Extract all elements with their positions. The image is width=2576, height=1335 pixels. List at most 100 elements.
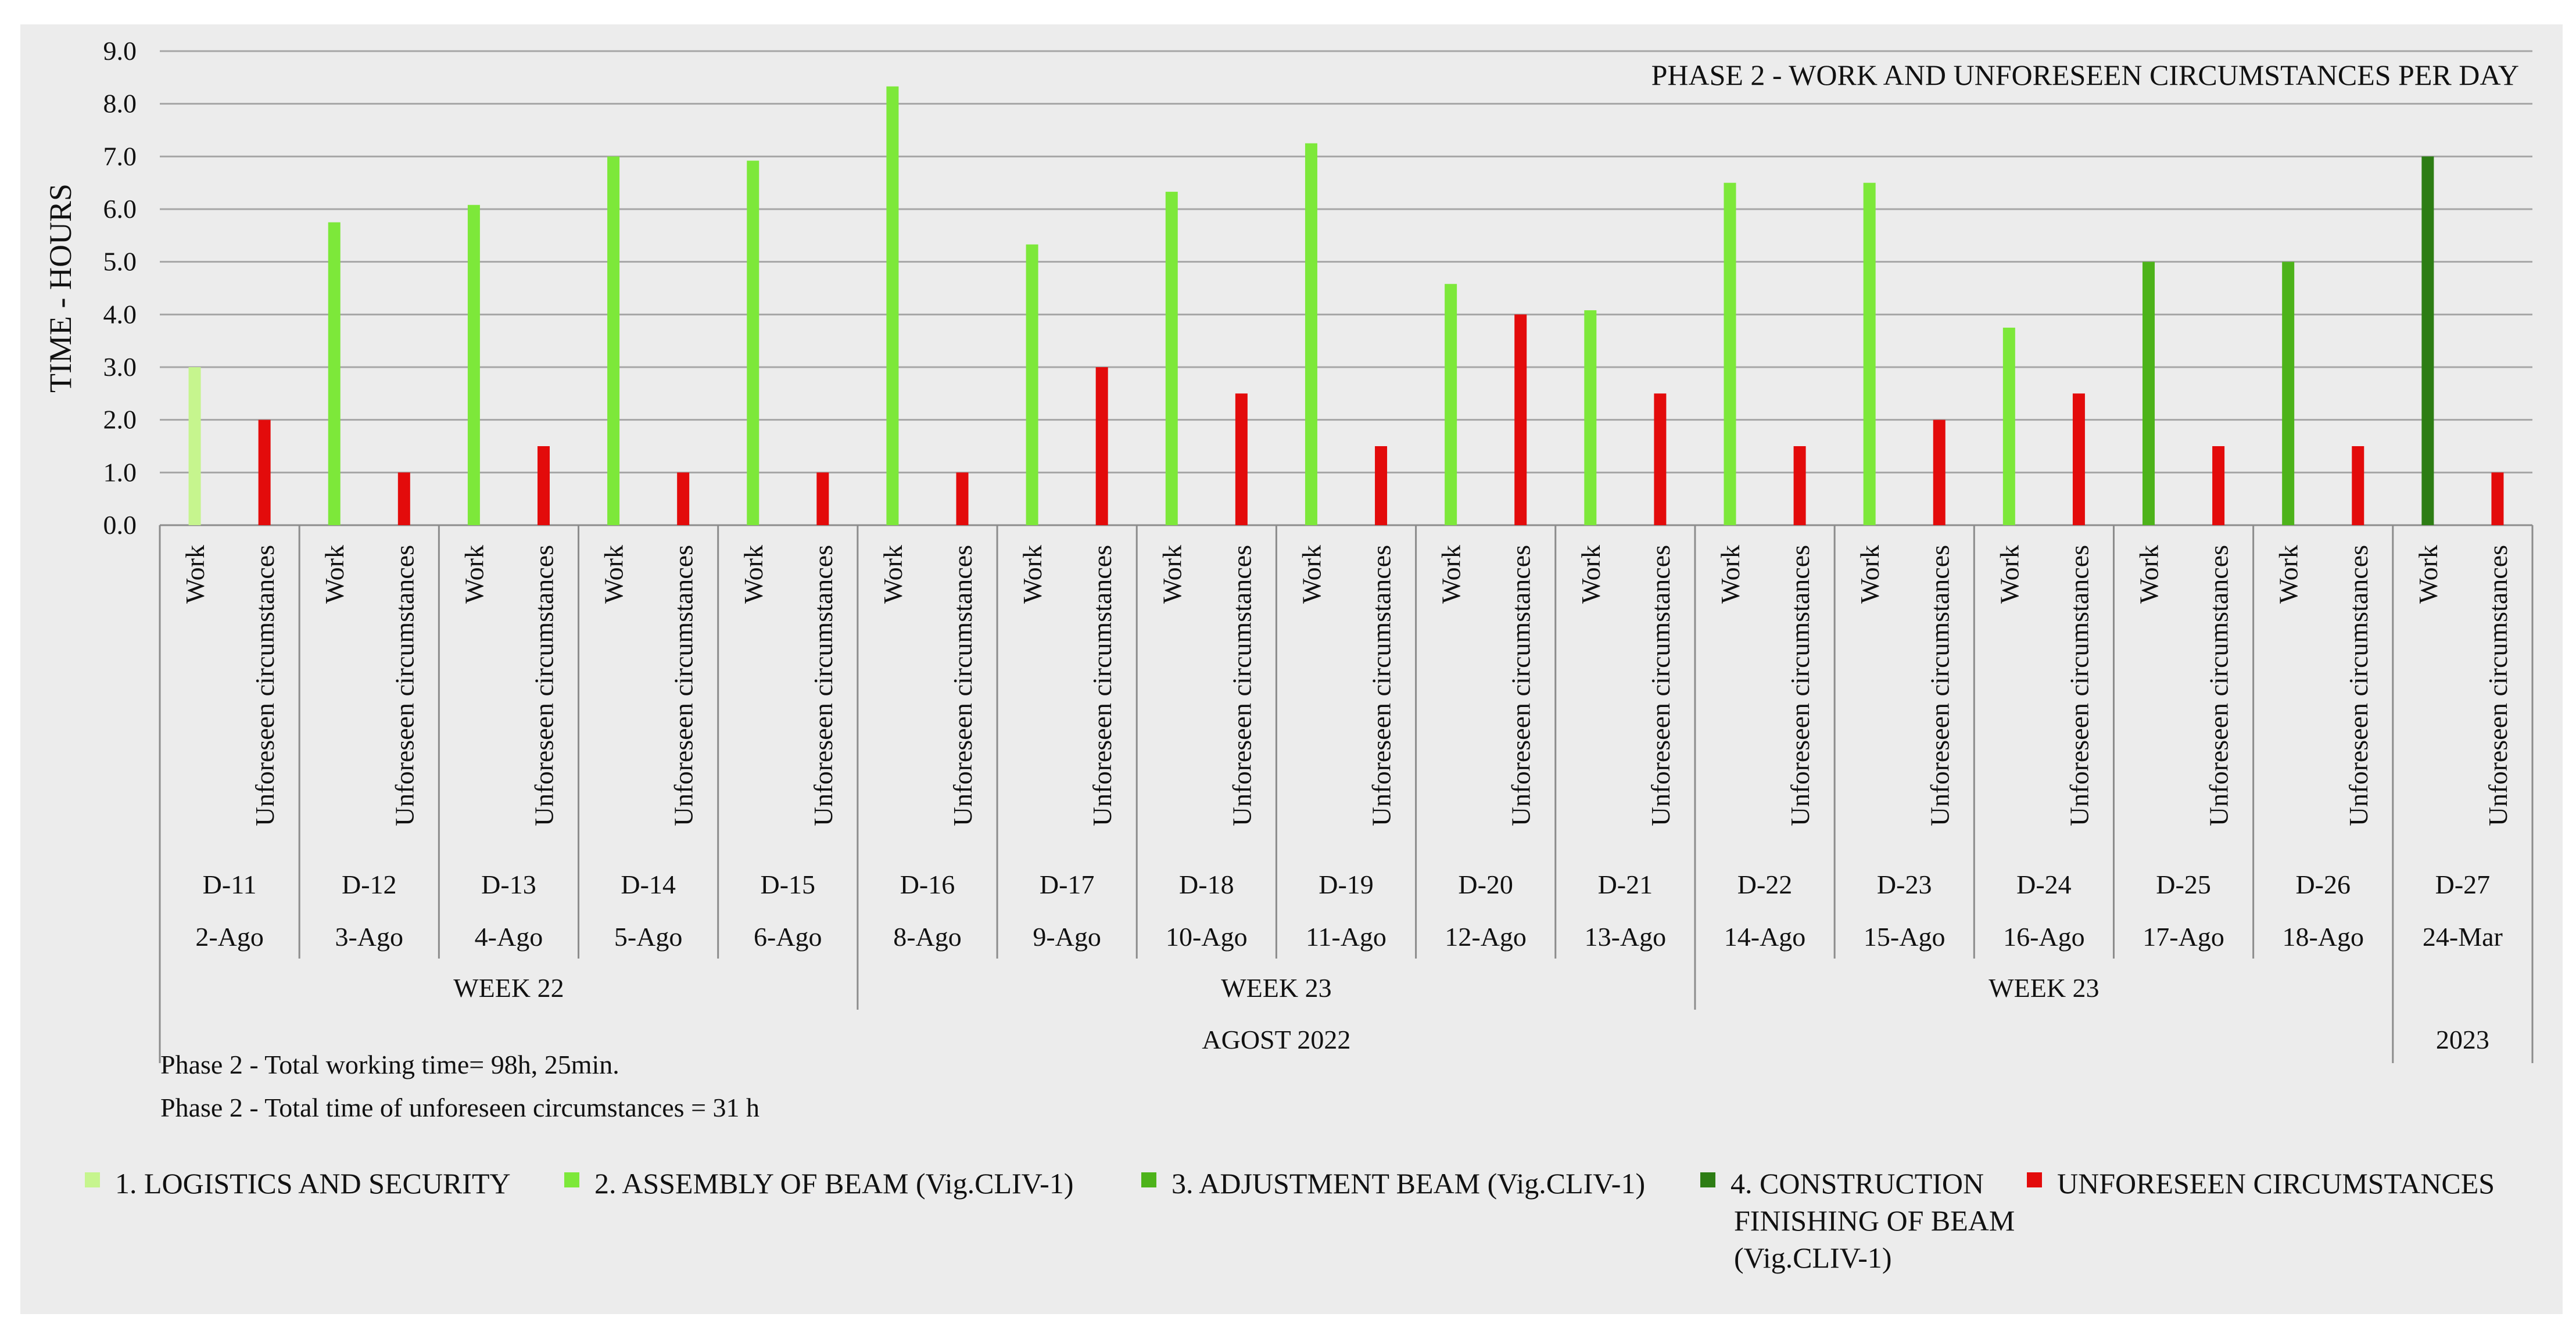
unforeseen-bar [1235,393,1248,525]
bar-label-unforeseen: Unforeseen circumstances [389,545,419,826]
day-label: D-17 [1040,870,1095,899]
date-label: 12-Ago [1445,922,1527,952]
legend-label: 2. ASSEMBLY OF BEAM (Vig.CLIV-1) [594,1167,1074,1200]
date-label: 8-Ago [893,922,962,952]
day-label: D-22 [1737,870,1793,899]
bar-label-unforeseen: Unforeseen circumstances [250,545,280,826]
bar-label-work: Work [2274,545,2303,604]
date-label: 3-Ago [335,922,403,952]
date-label: 24-Mar [2423,922,2503,952]
y-axis-label: TIME - HOURS [43,184,78,393]
bar-label-unforeseen: Unforeseen circumstances [948,545,977,826]
bar-label-work: Work [180,545,210,604]
legend-label: (Vig.CLIV-1) [1734,1241,1892,1274]
unforeseen-bar [2491,472,2504,525]
legend-swatch [564,1172,579,1187]
date-label: 15-Ago [1864,922,1946,952]
work-bar [2282,261,2295,525]
bar-label-work: Work [320,545,349,604]
bar-label-unforeseen: Unforeseen circumstances [1785,545,1815,826]
bar-label-unforeseen: Unforeseen circumstances [529,545,558,826]
unforeseen-bar [1514,314,1527,525]
y-tick-label: 1.0 [103,457,137,487]
day-label: D-15 [761,870,816,899]
date-label: 13-Ago [1585,922,1667,952]
bar-label-work: Work [1296,545,1326,604]
bar-label-unforeseen: Unforeseen circumstances [1925,545,1954,826]
bar-label-unforeseen: Unforeseen circumstances [1227,545,1256,826]
week-label: WEEK 22 [453,973,564,1003]
bar-label-work: Work [1017,545,1047,604]
date-label: 9-Ago [1033,922,1101,952]
bar-label-work: Work [1576,545,1606,604]
work-bar [2143,261,2155,525]
chart-title: PHASE 2 - WORK AND UNFORESEEN CIRCUMSTAN… [1651,59,2519,91]
y-tick-label: 8.0 [103,89,137,119]
work-bar [607,156,620,525]
unforeseen-bar [1793,446,1806,525]
day-label: D-19 [1319,870,1374,899]
annotation-total-work: Phase 2 - Total working time= 98h, 25min… [160,1050,619,1079]
week-label: WEEK 23 [1989,973,2099,1003]
day-label: D-26 [2295,870,2351,899]
work-bar [1305,143,1317,525]
date-label: 11-Ago [1306,922,1386,952]
work-bar [1724,182,1736,526]
unforeseen-bar [537,446,550,525]
unforeseen-bar [677,472,690,525]
date-label: 14-Ago [1724,922,1806,952]
work-bar [1026,244,1038,525]
work-bar [1863,182,1876,526]
day-label: D-12 [342,870,397,899]
work-bar [467,204,480,525]
day-label: D-14 [621,870,676,899]
work-bar [886,86,899,525]
y-tick-label: 3.0 [103,352,137,382]
work-bar [747,160,759,525]
day-label: D-18 [1179,870,1234,899]
y-tick-label: 2.0 [103,405,137,435]
date-label: 5-Ago [614,922,683,952]
work-bar [1584,310,1597,525]
legend-label: FINISHING OF BEAM [1734,1204,2015,1237]
day-label: D-13 [481,870,536,899]
unforeseen-bar [397,472,410,525]
bar-label-unforeseen: Unforeseen circumstances [2483,545,2513,826]
legend-label: 1. LOGISTICS AND SECURITY [115,1167,511,1200]
day-label: D-25 [2156,870,2211,899]
work-bar [2421,156,2434,525]
unforeseen-bar [2212,446,2225,525]
unforeseen-bar [816,472,829,525]
unforeseen-bar [1654,393,1667,525]
bar-label-work: Work [878,545,908,604]
date-label: 17-Ago [2143,922,2224,952]
day-label: D-27 [2435,870,2491,899]
bar-label-work: Work [1715,545,1745,604]
bar-label-work: Work [2413,545,2443,604]
bar-label-unforeseen: Unforeseen circumstances [669,545,698,826]
bar-label-work: Work [2134,545,2164,604]
y-tick-label: 5.0 [103,247,137,277]
bar-label-unforeseen: Unforeseen circumstances [1087,545,1117,826]
unforeseen-bar [1375,446,1388,525]
day-label: D-20 [1458,870,1513,899]
period-label: 2023 [2436,1025,2489,1054]
day-label: D-24 [2016,870,2072,899]
bar-label-work: Work [739,545,768,604]
period-label: AGOST 2022 [1202,1025,1350,1054]
week-label: WEEK 23 [1221,973,1331,1003]
y-tick-label: 9.0 [103,36,137,66]
date-label: 2-Ago [195,922,264,952]
day-label: D-23 [1877,870,1932,899]
unforeseen-bar [258,419,271,525]
bar-label-unforeseen: Unforeseen circumstances [2204,545,2234,826]
legend-swatch [85,1172,100,1187]
unforeseen-bar [2072,393,2085,525]
y-tick-label: 4.0 [103,299,137,329]
bar-label-unforeseen: Unforeseen circumstances [808,545,838,826]
bar-label-unforeseen: Unforeseen circumstances [1506,545,1536,826]
unforeseen-bar [1933,419,1946,525]
legend-label: 3. ADJUSTMENT BEAM (Vig.CLIV-1) [1171,1167,1645,1200]
y-tick-label: 7.0 [103,141,137,171]
